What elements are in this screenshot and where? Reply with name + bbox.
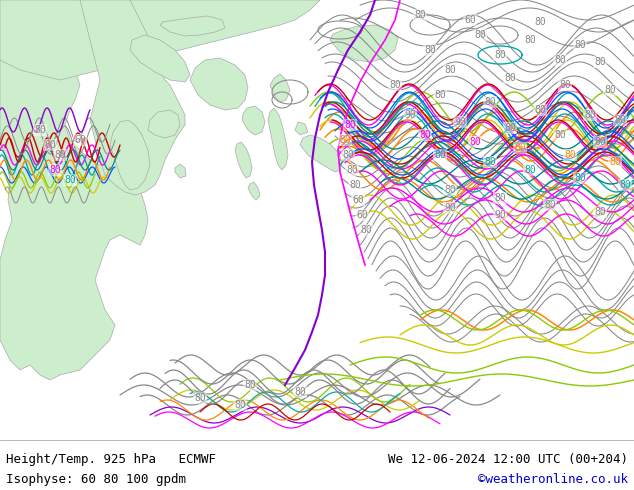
Polygon shape [110,120,150,190]
Text: 80: 80 [504,73,516,83]
Text: 80: 80 [614,115,626,125]
Text: 80: 80 [504,123,516,133]
Text: 80: 80 [484,97,496,107]
Text: 80: 80 [49,165,61,175]
Text: 80: 80 [524,165,536,175]
Text: 80: 80 [604,85,616,95]
Text: 80: 80 [342,150,354,160]
Text: 80: 80 [244,380,256,390]
Text: 80: 80 [434,90,446,100]
Text: 80: 80 [294,387,306,397]
Text: 80: 80 [609,157,621,167]
Text: 80: 80 [349,180,361,190]
Text: 80: 80 [54,150,66,160]
Text: 80: 80 [554,55,566,65]
Text: 80: 80 [444,185,456,195]
Polygon shape [0,0,148,380]
Text: 80: 80 [34,125,46,135]
Text: 80: 80 [494,193,506,203]
Text: 80: 80 [554,130,566,140]
Polygon shape [300,135,342,172]
Text: 80: 80 [419,130,431,140]
Text: 80: 80 [194,393,206,403]
Text: 80: 80 [64,175,76,185]
Polygon shape [190,58,248,110]
Text: 90: 90 [454,117,466,127]
Text: 80: 80 [534,105,546,115]
Polygon shape [270,74,290,102]
Text: 80: 80 [339,135,351,145]
Text: 80: 80 [444,65,456,75]
Text: Isophyse: 60 80 100 gpdm: Isophyse: 60 80 100 gpdm [6,473,186,486]
Text: 80: 80 [434,150,446,160]
Text: 80: 80 [469,137,481,147]
Text: 80: 80 [574,173,586,183]
Polygon shape [175,164,186,178]
Text: 90: 90 [444,203,456,213]
Text: 80: 80 [389,80,401,90]
Text: 80: 80 [584,110,596,120]
Text: 80: 80 [594,57,606,67]
Text: 80: 80 [474,30,486,40]
Text: ©weatheronline.co.uk: ©weatheronline.co.uk [477,473,628,486]
Polygon shape [248,182,260,200]
Text: 80: 80 [424,45,436,55]
Text: 80: 80 [360,225,372,235]
Text: 80: 80 [494,50,506,60]
Text: 80: 80 [414,10,426,20]
Polygon shape [235,142,252,178]
Text: 90: 90 [494,210,506,220]
Polygon shape [148,110,180,138]
Text: 90: 90 [404,110,416,120]
Polygon shape [295,122,308,135]
Polygon shape [160,16,225,36]
Text: 80: 80 [594,137,606,147]
Text: 80: 80 [559,80,571,90]
Text: 80: 80 [594,207,606,217]
Polygon shape [80,0,185,195]
Text: 80: 80 [234,400,246,410]
Polygon shape [330,25,398,62]
Text: 80: 80 [574,40,586,50]
Text: 60: 60 [74,135,86,145]
Text: 60: 60 [352,195,364,205]
Polygon shape [268,108,288,170]
Text: 80: 80 [344,120,356,130]
Text: 60: 60 [464,15,476,25]
Text: 80: 80 [346,165,358,175]
Text: 80: 80 [544,200,556,210]
Text: 60: 60 [44,140,56,150]
Text: 80: 80 [524,35,536,45]
Text: 80: 80 [619,180,631,190]
Text: 80: 80 [564,150,576,160]
Text: 80: 80 [534,17,546,27]
Text: Height/Temp. 925 hPa   ECMWF: Height/Temp. 925 hPa ECMWF [6,452,216,466]
Polygon shape [0,0,320,80]
Text: 60: 60 [356,210,368,220]
Text: 80: 80 [514,143,526,153]
Polygon shape [130,35,190,82]
Polygon shape [242,106,265,135]
Text: We 12-06-2024 12:00 UTC (00+204): We 12-06-2024 12:00 UTC (00+204) [387,452,628,466]
Text: 80: 80 [484,157,496,167]
